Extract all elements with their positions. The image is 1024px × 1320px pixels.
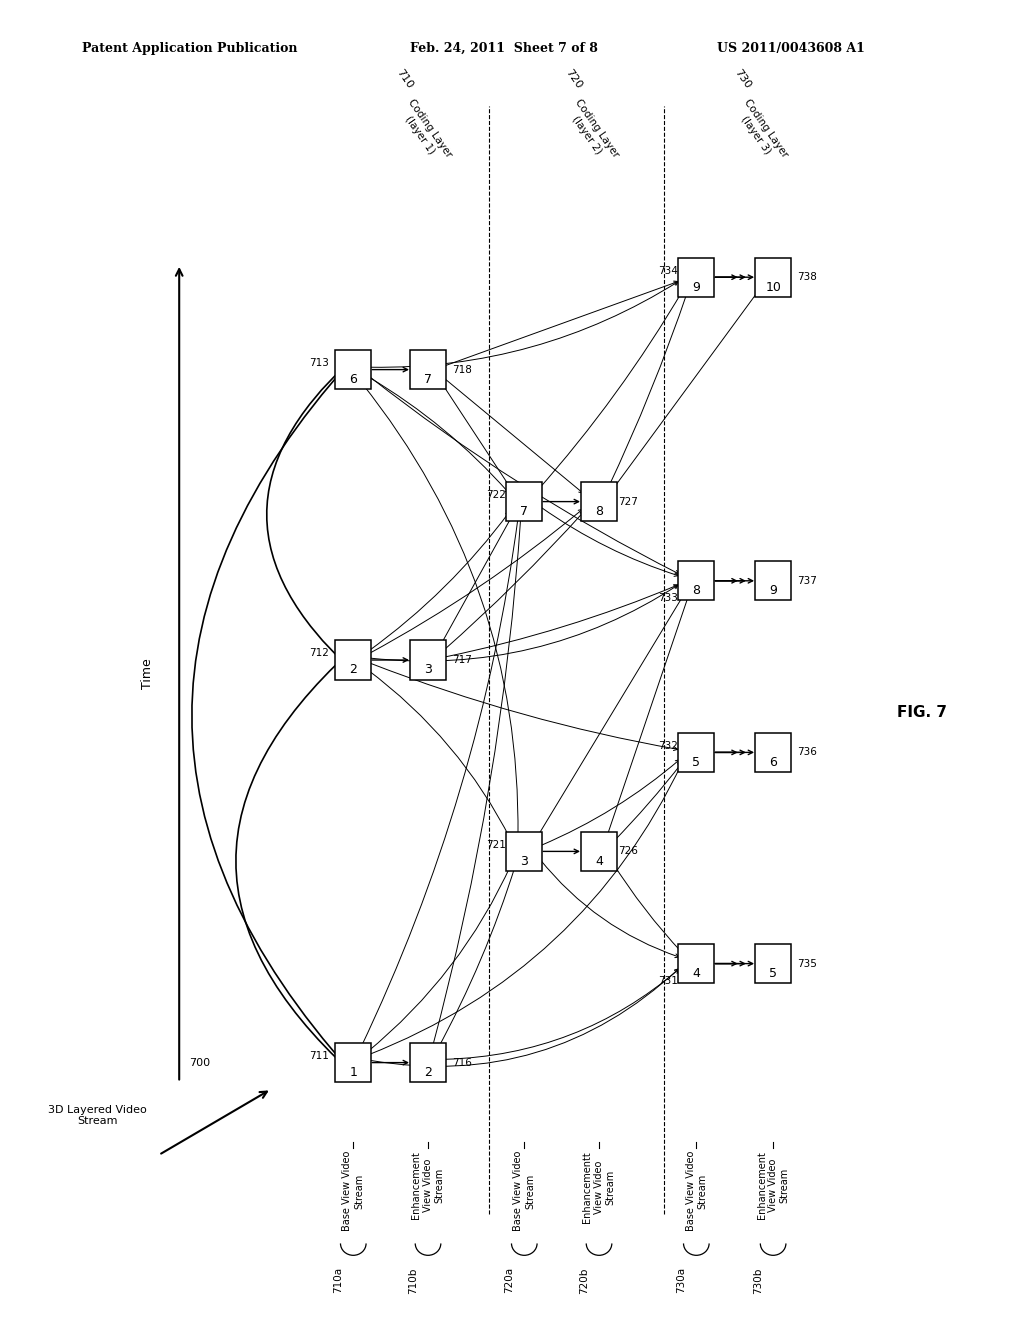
FancyBboxPatch shape: [582, 482, 616, 521]
Text: US 2011/0043608 A1: US 2011/0043608 A1: [717, 42, 864, 55]
Text: 721: 721: [485, 840, 506, 850]
Text: 700: 700: [189, 1057, 210, 1068]
Text: 8: 8: [692, 585, 700, 597]
FancyBboxPatch shape: [756, 944, 792, 983]
FancyBboxPatch shape: [410, 1043, 446, 1082]
Text: Coding Layer
(layer 3): Coding Layer (layer 3): [732, 98, 790, 166]
Text: 6: 6: [349, 374, 357, 385]
Text: 5: 5: [692, 756, 700, 768]
FancyBboxPatch shape: [582, 832, 616, 871]
Text: 9: 9: [769, 585, 777, 597]
Text: Coding Layer
(layer 1): Coding Layer (layer 1): [396, 98, 454, 166]
Text: Coding Layer
(layer 2): Coding Layer (layer 2): [563, 98, 621, 166]
Text: Enhancement
View Video
Stream: Enhancement View Video Stream: [757, 1151, 790, 1218]
Text: 2: 2: [424, 1067, 432, 1078]
Text: 8: 8: [595, 506, 603, 517]
Text: 710b: 710b: [408, 1267, 418, 1294]
FancyBboxPatch shape: [756, 733, 792, 772]
Text: 1: 1: [349, 1067, 357, 1078]
Text: 7: 7: [424, 374, 432, 385]
FancyBboxPatch shape: [756, 257, 792, 297]
Text: 734: 734: [657, 265, 678, 276]
Text: 4: 4: [692, 968, 700, 979]
FancyBboxPatch shape: [506, 482, 543, 521]
FancyBboxPatch shape: [679, 257, 715, 297]
Text: 726: 726: [617, 846, 638, 857]
Text: 3: 3: [424, 664, 432, 676]
Text: Patent Application Publication: Patent Application Publication: [82, 42, 297, 55]
Text: 720a: 720a: [504, 1267, 514, 1294]
Text: 712: 712: [309, 648, 330, 659]
FancyBboxPatch shape: [410, 350, 446, 389]
FancyBboxPatch shape: [679, 561, 715, 601]
Text: Enhancementt
View Video
Stream: Enhancementt View Video Stream: [583, 1151, 615, 1222]
Text: 7: 7: [520, 506, 528, 517]
Text: 737: 737: [797, 576, 817, 586]
Text: 717: 717: [452, 655, 472, 665]
FancyBboxPatch shape: [335, 640, 371, 680]
Text: 4: 4: [595, 855, 603, 867]
Text: 6: 6: [769, 756, 777, 768]
Text: 3: 3: [520, 855, 528, 867]
Text: 735: 735: [797, 958, 817, 969]
Text: 732: 732: [657, 741, 678, 751]
Text: Base View Video
Stream: Base View Video Stream: [685, 1151, 708, 1232]
Text: Base View Video
Stream: Base View Video Stream: [342, 1151, 365, 1232]
Text: 722: 722: [485, 490, 506, 500]
Text: 9: 9: [692, 281, 700, 293]
Text: 738: 738: [797, 272, 817, 282]
Text: 730a: 730a: [676, 1267, 686, 1294]
Text: 2: 2: [349, 664, 357, 676]
FancyBboxPatch shape: [679, 944, 715, 983]
Text: 10: 10: [765, 281, 781, 293]
Text: 730b: 730b: [753, 1267, 763, 1294]
Text: 720: 720: [563, 67, 584, 91]
Text: 731: 731: [657, 975, 678, 986]
Text: 710a: 710a: [333, 1267, 343, 1294]
Text: FIG. 7: FIG. 7: [897, 705, 946, 721]
FancyBboxPatch shape: [335, 1043, 371, 1082]
Text: 713: 713: [309, 358, 330, 368]
Text: 727: 727: [617, 496, 638, 507]
Text: Base View Video
Stream: Base View Video Stream: [513, 1151, 536, 1232]
Text: 720b: 720b: [579, 1267, 589, 1294]
FancyBboxPatch shape: [506, 832, 543, 871]
FancyBboxPatch shape: [335, 350, 371, 389]
Text: 716: 716: [452, 1057, 472, 1068]
Text: 3D Layered Video
Stream: 3D Layered Video Stream: [48, 1105, 146, 1126]
Text: 710: 710: [394, 67, 415, 91]
FancyBboxPatch shape: [410, 640, 446, 680]
Text: 730: 730: [732, 67, 753, 91]
Text: 5: 5: [769, 968, 777, 979]
Text: Enhancement
View Video
Stream: Enhancement View Video Stream: [412, 1151, 444, 1218]
Text: Feb. 24, 2011  Sheet 7 of 8: Feb. 24, 2011 Sheet 7 of 8: [410, 42, 597, 55]
Text: 718: 718: [452, 364, 472, 375]
FancyBboxPatch shape: [679, 733, 715, 772]
Text: 736: 736: [797, 747, 817, 758]
Text: 711: 711: [309, 1051, 330, 1061]
FancyBboxPatch shape: [756, 561, 792, 601]
Text: 733: 733: [657, 593, 678, 603]
Text: Time: Time: [140, 657, 154, 689]
